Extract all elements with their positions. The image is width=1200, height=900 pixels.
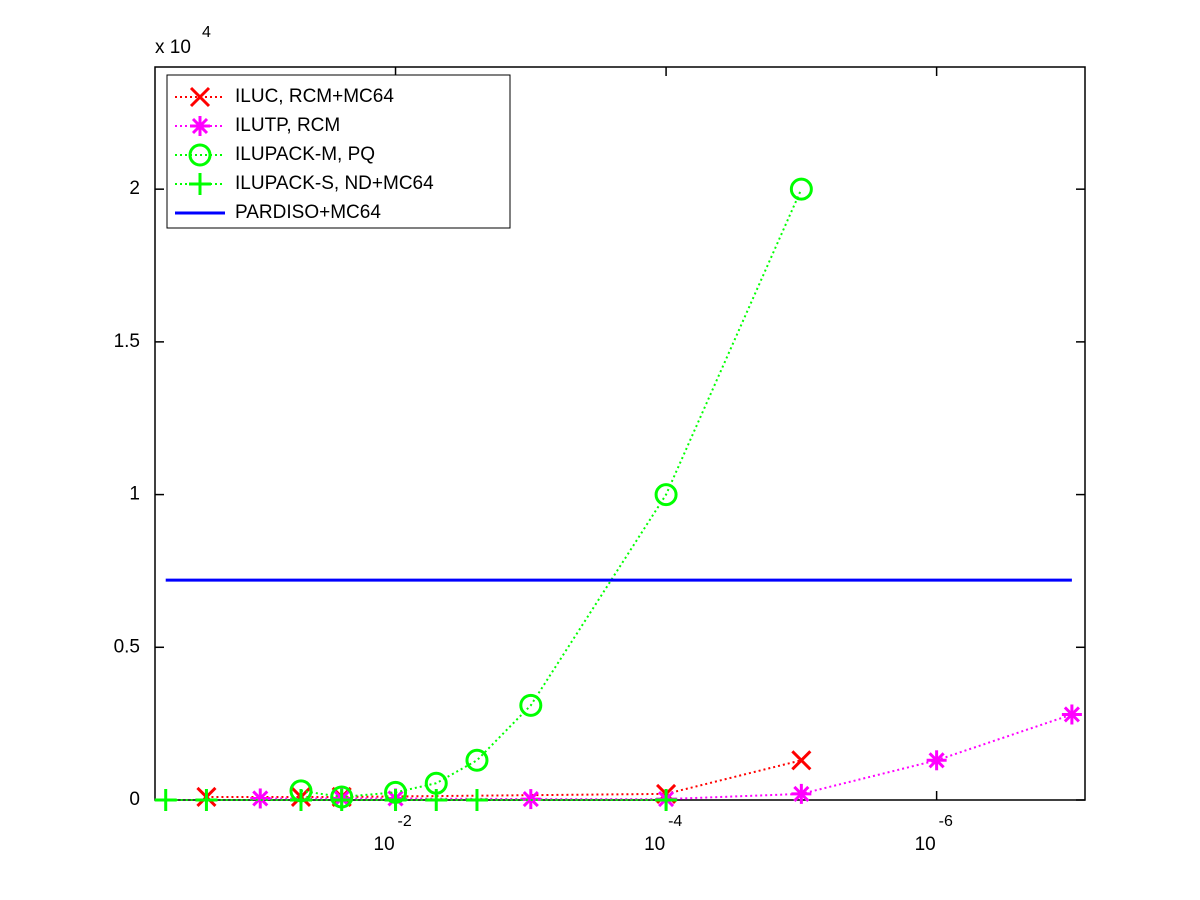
data-point [1061, 704, 1082, 725]
x-tick-label: 10 [644, 834, 665, 855]
legend-label: ILUC, RCM+MC64 [235, 86, 394, 107]
marker-stroke [928, 752, 945, 769]
y-multiplier-exponent: 4 [202, 24, 211, 41]
data-point [465, 789, 488, 811]
y-tick-label: 1.5 [114, 331, 140, 352]
data-point [789, 177, 813, 201]
data-point [654, 483, 678, 507]
legend-marker [190, 116, 210, 136]
marker-stroke [1063, 706, 1080, 723]
data-point [791, 750, 812, 771]
y-tick-label: 2 [129, 178, 140, 199]
y-tick-label: 0 [129, 789, 140, 810]
marker-stroke [789, 177, 813, 201]
legend: ILUC, RCM+MC64 ILUTP, RCM ILUPACK-M, PQ ILU… [166, 74, 511, 229]
legend-label: PARDISO+MC64 [235, 202, 381, 223]
data-point [465, 748, 489, 772]
data-point [519, 693, 543, 717]
data-point [154, 789, 177, 811]
x-tick-label: 10 [374, 834, 395, 855]
x-tick-exponent: -4 [668, 813, 682, 830]
x-tick-label: 10 [915, 834, 936, 855]
marker-stroke [791, 750, 812, 771]
data-point [384, 789, 407, 811]
data-point [289, 789, 312, 811]
marker-stroke [188, 143, 212, 167]
y-multiplier: x 10 [155, 37, 191, 58]
data-point [791, 783, 812, 804]
marker-stroke [465, 748, 489, 772]
legend-marker [189, 173, 211, 195]
legend-label: ILUTP, RCM [235, 115, 340, 136]
marker-stroke [654, 483, 678, 507]
data-point [195, 789, 218, 811]
data-point [425, 789, 448, 811]
data-point [655, 789, 678, 811]
y-tick-label: 1 [129, 484, 140, 505]
legend-box [166, 74, 511, 229]
x-tick-exponent: -6 [939, 813, 953, 830]
legend-label: ILUPACK-S, ND+MC64 [235, 173, 434, 194]
legend-marker [188, 143, 212, 167]
marker-stroke [191, 117, 209, 135]
x-tick-exponent: -2 [398, 813, 412, 830]
data-point [926, 750, 947, 771]
marker-stroke [189, 86, 211, 108]
marker-stroke [519, 693, 543, 717]
legend-label: ILUPACK-M, PQ [235, 144, 375, 165]
y-tick-label: 0.5 [114, 636, 140, 657]
marker-stroke [252, 790, 269, 807]
legend-marker [189, 86, 211, 108]
data-point [330, 789, 353, 811]
marker-stroke [793, 785, 810, 802]
data-point [250, 788, 271, 809]
